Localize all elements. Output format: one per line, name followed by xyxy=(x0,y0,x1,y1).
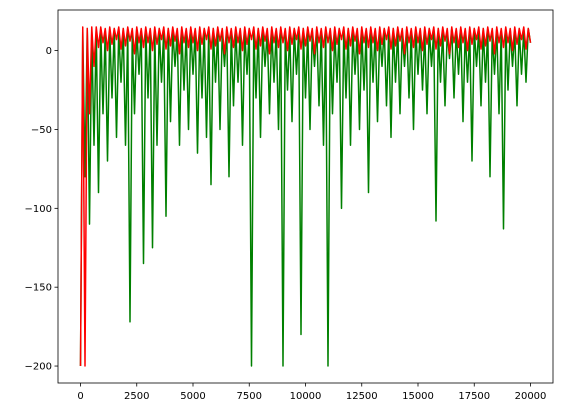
x-tick-label: 10000 xyxy=(290,391,322,402)
x-tick-label: 2500 xyxy=(124,391,149,402)
y-tick-label: −100 xyxy=(25,204,52,215)
x-tick-label: 0 xyxy=(77,391,83,402)
x-tick-label: 15000 xyxy=(402,391,434,402)
x-tick-label: 7500 xyxy=(237,391,262,402)
x-tick-label: 5000 xyxy=(180,391,205,402)
y-tick-label: −150 xyxy=(25,283,52,294)
y-tick-label: 0 xyxy=(46,46,52,57)
x-tick-label: 12500 xyxy=(346,391,378,402)
y-tick-label: −200 xyxy=(25,362,52,373)
y-tick-label: −50 xyxy=(31,125,52,136)
series-line xyxy=(79,27,532,367)
series-line xyxy=(79,26,532,367)
x-tick-label: 20000 xyxy=(515,391,547,402)
x-tick-label: 17500 xyxy=(458,391,490,402)
